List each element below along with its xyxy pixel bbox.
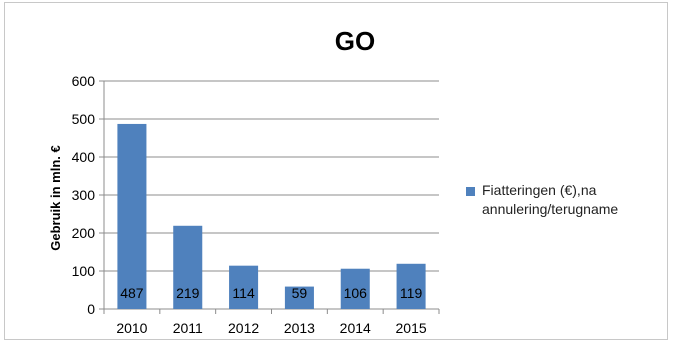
x-tick-label: 2014 [340, 320, 371, 336]
bar-2013 [284, 286, 314, 309]
data-label: 119 [400, 285, 423, 301]
bar-2010 [117, 123, 147, 309]
bar-2015 [396, 263, 426, 309]
y-tick-label: 100 [72, 263, 96, 279]
legend-swatch [466, 187, 475, 196]
y-tick-label: 0 [87, 301, 95, 317]
data-label: 59 [292, 285, 308, 301]
chart-frame [4, 2, 668, 340]
y-tick-label: 600 [72, 73, 96, 89]
y-tick-label: 300 [72, 187, 96, 203]
legend-entry: Fiatteringen (€),na annulering/terugname [482, 182, 619, 217]
bar-2014 [340, 268, 370, 309]
x-tick-label: 2012 [228, 320, 259, 336]
chart-title: GO [334, 26, 376, 56]
x-tick-label: 2010 [116, 320, 147, 336]
y-tick-label: 400 [72, 149, 96, 165]
y-tick-label: 500 [72, 111, 96, 127]
data-label: 114 [232, 285, 255, 301]
data-label: 487 [120, 285, 144, 301]
x-tick-label: 2011 [173, 320, 203, 336]
bar-2012 [229, 265, 259, 309]
data-label: 219 [176, 285, 200, 301]
y-tick-label: 200 [72, 225, 96, 241]
x-tick-label: 2013 [284, 320, 315, 336]
x-tick-label: 2015 [396, 320, 427, 336]
bar-2011 [173, 225, 203, 309]
data-label: 106 [344, 285, 368, 301]
